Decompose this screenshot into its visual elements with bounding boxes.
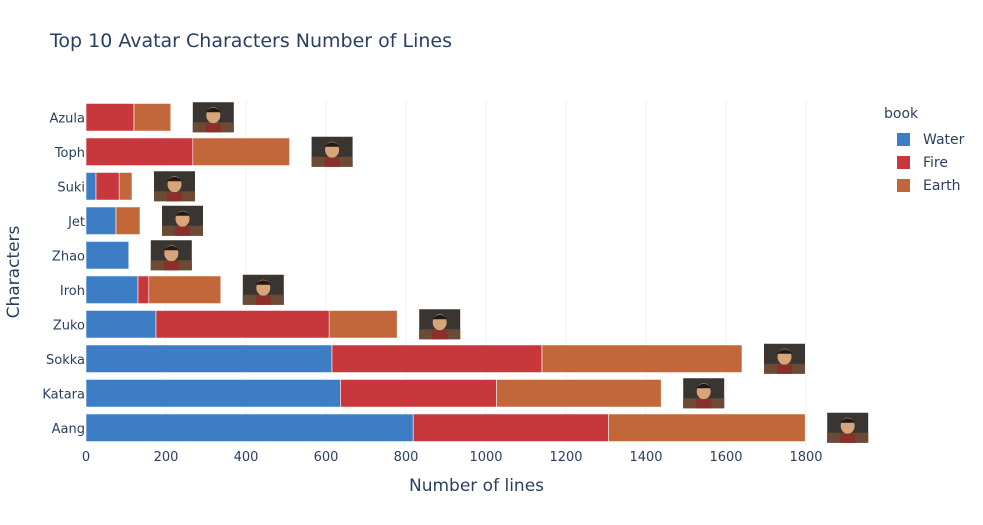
legend-label: Fire (923, 154, 948, 171)
legend-swatch (897, 156, 910, 169)
bar-suki-fire[interactable] (95, 172, 120, 201)
bar-zuko-earth[interactable] (328, 310, 398, 339)
bar-suki-earth[interactable] (118, 172, 133, 201)
bar-toph-earth[interactable] (192, 137, 290, 166)
y-tick-label: Suki (57, 180, 85, 195)
x-tick-label: 200 (154, 450, 179, 465)
legend-title: book (884, 106, 919, 122)
legend-item-earth[interactable]: Earth (884, 174, 964, 197)
y-tick-labels: Aang Katara Sokka Zuko Iroh Zhao Jet Suki Toph Az… (42, 111, 85, 437)
katara-portrait-icon (683, 378, 725, 409)
x-tick-label: 800 (394, 450, 419, 465)
legend-item-water[interactable]: Water (884, 128, 964, 151)
y-tick-label: Iroh (60, 284, 85, 299)
iroh-portrait-icon (242, 274, 284, 305)
bar-suki-water[interactable] (85, 172, 97, 201)
y-tick-label: Zuko (53, 318, 85, 333)
y-tick-label: Jet (67, 215, 85, 230)
x-tick-label: 1800 (789, 450, 822, 465)
x-tick-label: 1000 (469, 450, 502, 465)
suki-portrait-icon (154, 171, 195, 202)
bar-sokka-earth[interactable] (541, 344, 743, 373)
character-portraits (150, 102, 869, 443)
x-tick-label: 400 (234, 450, 259, 465)
bar-zuko-water[interactable] (85, 310, 157, 339)
legend-swatch (897, 133, 910, 146)
y-tick-label: Toph (54, 146, 85, 161)
legend-label: Water (923, 131, 965, 148)
zhao-portrait-icon (150, 240, 192, 271)
bars (85, 103, 806, 442)
x-axis-title: Number of lines (408, 476, 545, 496)
y-tick-label: Katara (42, 387, 85, 402)
bar-toph-fire[interactable] (85, 137, 194, 166)
y-tick-label: Zhao (52, 249, 85, 264)
bar-katara-fire[interactable] (340, 379, 497, 408)
bar-iroh-fire[interactable] (137, 275, 150, 304)
sokka-portrait-icon (764, 343, 805, 374)
y-tick-label: Azula (49, 111, 85, 126)
legend-item-fire[interactable]: Fire (884, 151, 964, 174)
x-tick-labels: 0 200 400 600 800 1000 1200 1400 1600 1800 (82, 450, 823, 465)
legend[interactable]: book Water Fire Earth (884, 106, 964, 197)
bar-azula-earth[interactable] (133, 103, 172, 132)
zuko-portrait-icon (419, 309, 461, 340)
x-tick-label: 1400 (629, 450, 662, 465)
x-tick-label: 600 (314, 450, 339, 465)
bar-aang-earth[interactable] (608, 413, 806, 442)
bar-jet-earth[interactable] (115, 206, 141, 235)
bar-zhao-water[interactable] (85, 241, 130, 270)
legend-swatch (897, 179, 910, 192)
bar-katara-earth[interactable] (496, 379, 662, 408)
x-tick-label: 1600 (709, 450, 742, 465)
y-axis-title: Characters (4, 225, 24, 319)
bar-katara-water[interactable] (85, 379, 341, 408)
aang-portrait-icon (827, 412, 869, 443)
bar-aang-water[interactable] (85, 413, 414, 442)
bar-sokka-water[interactable] (85, 344, 333, 373)
bar-sokka-fire[interactable] (331, 344, 543, 373)
bar-iroh-water[interactable] (85, 275, 139, 304)
bar-jet-water[interactable] (85, 206, 117, 235)
chart-title: Top 10 Avatar Characters Number of Lines (50, 30, 452, 52)
bar-zuko-fire[interactable] (155, 310, 330, 339)
bar-aang-fire[interactable] (412, 413, 609, 442)
y-tick-label: Aang (52, 422, 85, 437)
bar-iroh-earth[interactable] (148, 275, 222, 304)
azula-portrait-icon (192, 102, 234, 133)
bar-azula-fire[interactable] (85, 103, 135, 132)
y-tick-label: Sokka (46, 353, 85, 368)
legend-label: Earth (923, 177, 961, 194)
toph-portrait-icon (311, 136, 353, 167)
x-tick-label: 1200 (549, 450, 582, 465)
x-tick-label: 0 (82, 450, 90, 465)
jet-portrait-icon (162, 205, 203, 236)
